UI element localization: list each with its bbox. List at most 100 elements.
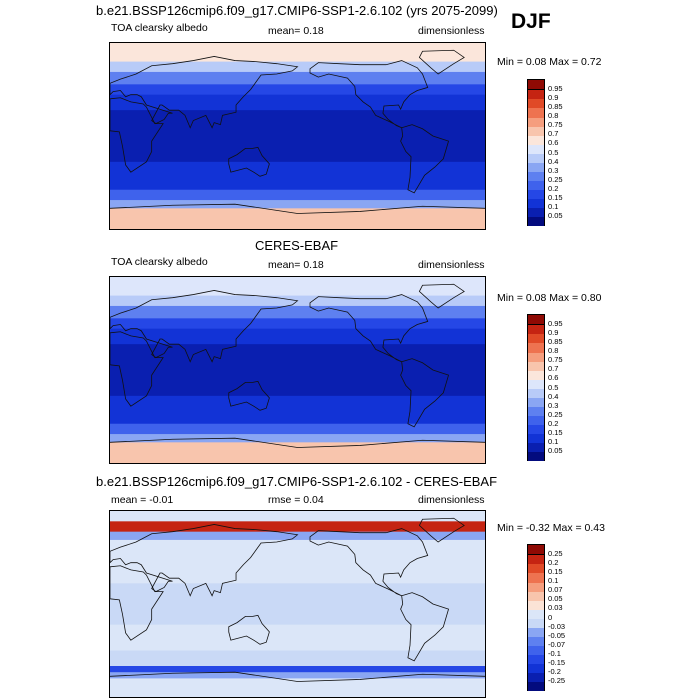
panel2-colorbar: 0.05 0.1 0.15 0.2 0.25 0.3 0.4 0.5 0.6 0.7 0.75 0.8… [527, 314, 563, 462]
lat-band-2 [110, 305, 485, 319]
colorbar-tick-label: 0.2 [548, 183, 559, 193]
colorbar-swatch-14 [528, 324, 544, 335]
lat-band-6 [110, 161, 485, 178]
lat-band-3 [110, 84, 485, 96]
colorbar-swatch-13 [528, 333, 544, 344]
colorbar-swatch-9 [528, 369, 544, 380]
colorbar-tick-label: 0.7 [548, 364, 559, 374]
colorbar-tick-label: 0.3 [548, 165, 559, 175]
colorbar-swatch-9 [528, 599, 544, 610]
lat-band-3 [110, 318, 485, 330]
colorbar-swatch-12 [528, 342, 544, 353]
panel1-map [109, 42, 486, 230]
colorbar-swatch-0 [528, 680, 544, 692]
colorbar-tick-label: 0.1 [548, 576, 559, 586]
panel1-minmax: Min = 0.08 Max = 0.72 [497, 56, 602, 68]
colorbar-tick-label: 0.2 [548, 558, 559, 568]
lat-band-3 [110, 539, 485, 564]
lat-band-10 [110, 678, 485, 697]
lat-band-7 [110, 650, 485, 667]
lat-band-4 [110, 328, 485, 345]
lat-band-5 [110, 583, 485, 626]
coastline-6 [110, 671, 485, 682]
panel3-colorbar: -0.25 -0.2 -0.15 -0.1 -0.07 -0.05 -0.03 0 0.03 0.… [527, 544, 565, 692]
coastline-3 [309, 60, 429, 129]
lat-band-6 [110, 624, 485, 651]
coastline-3 [309, 528, 429, 597]
colorbar-tick-label: 0.25 [548, 549, 563, 559]
colorbar-swatch-9 [528, 134, 544, 145]
colorbar-swatch-10 [528, 125, 544, 136]
lat-band-0 [110, 277, 485, 297]
panel2-units-label: dimensionless [418, 259, 485, 271]
coastline-1 [110, 331, 164, 407]
colorbar-tick-label: 0.25 [548, 409, 563, 419]
colorbar-swatch-15 [528, 80, 544, 90]
colorbar-tick-label: -0.1 [548, 648, 561, 658]
colorbar-swatch-2 [528, 197, 544, 209]
coastline-2 [228, 146, 270, 177]
colorbar-tick-label: 0.15 [548, 192, 563, 202]
colorbar-tick-label: 0.25 [548, 174, 563, 184]
lat-band-2 [110, 531, 485, 541]
panel3-rmse-label: rmse = 0.04 [268, 494, 324, 506]
lat-band-0 [110, 511, 485, 522]
colorbar-swatch-2 [528, 432, 544, 444]
panel3-map [109, 510, 486, 698]
colorbar-tick-label: 0.03 [548, 603, 563, 613]
colorbar-swatch-15 [528, 545, 544, 555]
colorbar-tick-label: 0.85 [548, 102, 563, 112]
panel1-left-label: TOA clearsky albedo [111, 22, 208, 34]
colorbar-tick-label: 0.1 [548, 436, 559, 446]
colorbar-swatch-3 [528, 653, 544, 665]
colorbar-swatch-4 [528, 179, 544, 191]
colorbar-swatch-1 [528, 671, 544, 683]
colorbar-swatch-15 [528, 315, 544, 325]
colorbar-tick-label: -0.03 [548, 621, 566, 631]
season-label: DJF [511, 10, 551, 33]
colorbar-tick-label: 0.15 [548, 567, 563, 577]
colorbar-tick-label: 0.5 [548, 382, 559, 392]
colorbar-tick-label: 0.7 [548, 129, 559, 139]
coastline-3 [309, 294, 429, 363]
coastline-5 [418, 517, 465, 543]
colorbar-swatch-4 [528, 644, 544, 656]
panel3-minmax: Min = -0.32 Max = 0.43 [497, 522, 605, 534]
coastline-4 [400, 592, 450, 662]
colorbar-tick-label: 0.3 [548, 400, 559, 410]
lat-band-1 [110, 521, 485, 533]
colorbar-swatch-6 [528, 161, 544, 172]
colorbar-swatch-11 [528, 581, 544, 592]
coastline-0 [110, 524, 299, 597]
panel2-map [109, 276, 486, 464]
panel3-title: b.e21.BSSP126cmip6.f09_g17.CMIP6-SSP1-2.… [96, 474, 498, 489]
coastline-2 [228, 380, 270, 411]
colorbar-tick-label: 0.15 [548, 427, 563, 437]
lat-band-9 [110, 200, 485, 209]
colorbar-swatch-6 [528, 396, 544, 407]
colorbar-swatch-10 [528, 360, 544, 371]
colorbar-tick-label: 0.4 [548, 391, 559, 401]
lat-band-10 [110, 208, 485, 229]
colorbar-tick-label: -0.07 [548, 639, 566, 649]
coastline-0 [110, 290, 299, 363]
colorbar-swatch-8 [528, 143, 544, 154]
colorbar-tick-label: 0.2 [548, 418, 559, 428]
colorbar-tick-label: 0.5 [548, 147, 559, 157]
panel1-colorbar: 0.05 0.1 0.15 0.2 0.25 0.3 0.4 0.5 0.6 0.7 0.75 0.8… [527, 79, 563, 227]
coastline-5 [418, 49, 465, 75]
colorbar-tick-label: 0.75 [548, 355, 563, 365]
lat-band-8 [110, 423, 485, 435]
colorbar-tick-label: 0.9 [548, 328, 559, 338]
colorbar-tick-label: 0 [548, 612, 553, 622]
coastline-0 [110, 56, 299, 129]
panel2-left-label: TOA clearsky albedo [111, 256, 208, 268]
lat-band-9 [110, 434, 485, 443]
coastline-6 [110, 437, 485, 448]
lat-band-10 [110, 442, 485, 463]
colorbar-swatch-12 [528, 572, 544, 583]
colorbar-swatch-0 [528, 450, 544, 462]
colorbar-swatch-4 [528, 414, 544, 426]
colorbar-tick-label: 0.8 [548, 111, 559, 121]
panel3-mean-label: mean = -0.01 [111, 494, 174, 506]
